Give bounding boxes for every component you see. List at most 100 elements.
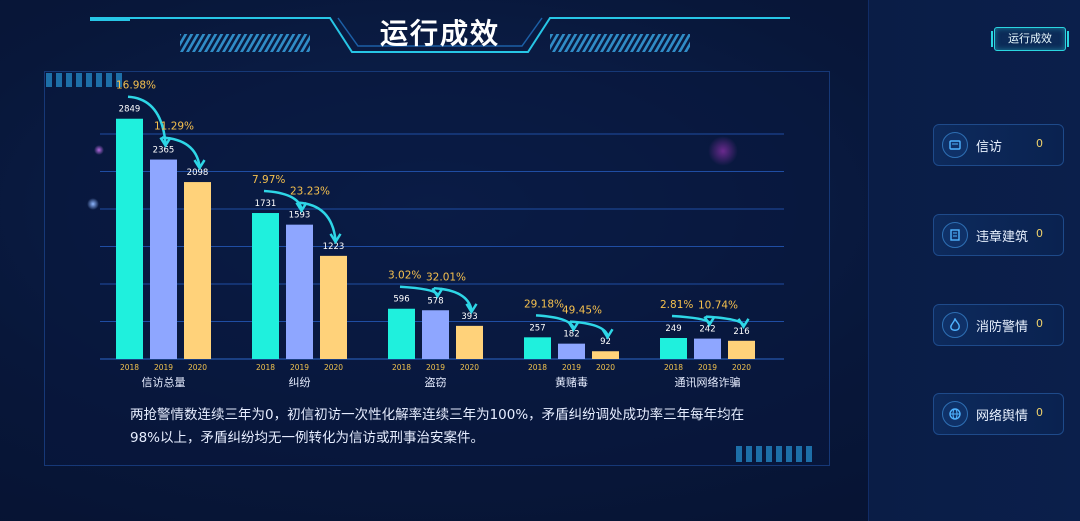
change-arrow bbox=[161, 136, 201, 167]
category-label: 通讯网络诈骗 bbox=[675, 375, 741, 389]
bar-2018 bbox=[660, 338, 687, 359]
change-arrow bbox=[399, 285, 439, 296]
change-arrowhead bbox=[193, 159, 206, 171]
side-card-count: 0 bbox=[1036, 137, 1043, 150]
year-tick-label: 2019 bbox=[426, 363, 445, 372]
bar-value-label: 216 bbox=[733, 327, 749, 337]
fire-icon bbox=[942, 312, 968, 338]
change-percent-label: 3.02% bbox=[388, 270, 421, 282]
bar-2020 bbox=[592, 351, 619, 359]
top-right-tab-button[interactable]: 运行成效 bbox=[991, 27, 1069, 51]
building-icon bbox=[942, 222, 968, 248]
change-arrowhead bbox=[295, 201, 308, 214]
bar-2019 bbox=[422, 310, 449, 359]
glow-decoration bbox=[87, 198, 99, 210]
year-tick-label: 2020 bbox=[596, 363, 615, 372]
glow-decoration bbox=[94, 145, 104, 155]
network-icon bbox=[942, 401, 968, 427]
side-card-label: 消防警情 bbox=[976, 320, 1029, 335]
change-arrow bbox=[263, 189, 303, 210]
glow-decoration bbox=[708, 136, 738, 166]
change-percent-label: 29.18% bbox=[524, 298, 564, 310]
change-arrow bbox=[127, 95, 167, 144]
bar-2018 bbox=[388, 308, 415, 359]
side-card-label: 违章建筑 bbox=[976, 230, 1029, 245]
side-card-illegal-building[interactable]: 违章建筑 0 bbox=[933, 214, 1064, 256]
year-tick-label: 2019 bbox=[290, 363, 309, 372]
bar-2020 bbox=[320, 255, 347, 359]
page-title: 运行成效 bbox=[379, 17, 500, 50]
bar-value-label: 2849 bbox=[119, 105, 141, 115]
bar-value-label: 578 bbox=[427, 296, 443, 306]
year-tick-label: 2020 bbox=[460, 363, 479, 372]
title-bar: 运行成效 bbox=[90, 0, 790, 66]
bar-2020 bbox=[728, 340, 755, 359]
year-tick-label: 2019 bbox=[562, 363, 581, 372]
bar-value-label: 1731 bbox=[255, 199, 277, 209]
side-card-online-opinion[interactable]: 网络舆情 0 bbox=[933, 393, 1064, 435]
year-tick-label: 2019 bbox=[698, 363, 717, 372]
change-arrowhead bbox=[567, 320, 580, 333]
bar-value-label: 596 bbox=[393, 295, 409, 305]
bar-2018 bbox=[116, 118, 143, 359]
change-arrowhead bbox=[703, 315, 716, 327]
category-label: 纠纷 bbox=[289, 376, 311, 389]
side-card-petition[interactable]: 信访 0 bbox=[933, 124, 1064, 166]
change-arrowhead bbox=[465, 303, 478, 315]
bar-value-label: 249 bbox=[665, 324, 681, 334]
change-percent-label: 7.97% bbox=[252, 174, 285, 186]
title-frame bbox=[90, 17, 790, 53]
panel-bottom-decoration bbox=[736, 446, 812, 462]
year-tick-label: 2018 bbox=[528, 363, 547, 372]
change-arrowhead bbox=[431, 287, 444, 299]
change-arrowhead bbox=[737, 318, 750, 330]
change-percent-label: 10.74% bbox=[698, 300, 738, 312]
change-arrowhead bbox=[329, 233, 342, 245]
change-arrow bbox=[433, 287, 473, 311]
bar-value-label: 2098 bbox=[187, 168, 209, 178]
bar-2020 bbox=[456, 325, 483, 359]
change-percent-label: 49.45% bbox=[562, 305, 602, 317]
change-percent-label: 32.01% bbox=[426, 271, 466, 283]
panel-corner-decoration bbox=[46, 73, 122, 87]
side-card-label: 网络舆情 bbox=[976, 409, 1029, 424]
bar-2018 bbox=[524, 337, 551, 359]
year-tick-label: 2018 bbox=[392, 363, 411, 372]
bar-2018 bbox=[252, 213, 279, 359]
side-card-label: 信访 bbox=[976, 140, 1003, 155]
bar-value-label: 257 bbox=[529, 323, 545, 333]
side-card-count: 0 bbox=[1036, 406, 1043, 419]
year-tick-label: 2018 bbox=[120, 363, 139, 372]
bar-value-label: 393 bbox=[461, 312, 477, 322]
year-tick-label: 2020 bbox=[732, 363, 751, 372]
change-percent-label: 2.81% bbox=[660, 299, 693, 311]
bar-2019 bbox=[558, 343, 585, 359]
bar-value-label: 1223 bbox=[323, 242, 345, 252]
bar-value-label: 1593 bbox=[289, 211, 311, 221]
year-tick-label: 2019 bbox=[154, 363, 173, 372]
bar-2019 bbox=[286, 224, 313, 359]
change-percent-label: 23.23% bbox=[290, 186, 330, 198]
year-tick-label: 2018 bbox=[256, 363, 275, 372]
year-tick-label: 2020 bbox=[188, 363, 207, 372]
year-tick-label: 2018 bbox=[664, 363, 683, 372]
bar-2020 bbox=[184, 182, 211, 359]
bar-2019 bbox=[150, 159, 177, 359]
bar-value-label: 182 bbox=[563, 330, 579, 340]
change-percent-label: 11.29% bbox=[154, 121, 194, 133]
right-panel-background bbox=[868, 0, 1080, 521]
side-card-count: 0 bbox=[1036, 227, 1043, 240]
change-arrow bbox=[297, 201, 337, 241]
side-card-fire-alarm[interactable]: 消防警情 0 bbox=[933, 304, 1064, 346]
bar-chart: 284920182365201920982020信访总量16.98%11.29%… bbox=[100, 80, 784, 389]
category-label: 信访总量 bbox=[142, 375, 186, 389]
side-card-count: 0 bbox=[1036, 317, 1043, 330]
category-label: 盗窃 bbox=[425, 375, 447, 389]
bar-value-label: 2365 bbox=[153, 146, 175, 156]
bar-value-label: 92 bbox=[600, 337, 611, 347]
change-percent-label: 16.98% bbox=[116, 80, 156, 92]
category-label: 黄赌毒 bbox=[555, 375, 588, 389]
change-arrowhead bbox=[159, 136, 172, 148]
bar-value-label: 242 bbox=[699, 325, 715, 335]
petition-icon bbox=[942, 132, 968, 158]
